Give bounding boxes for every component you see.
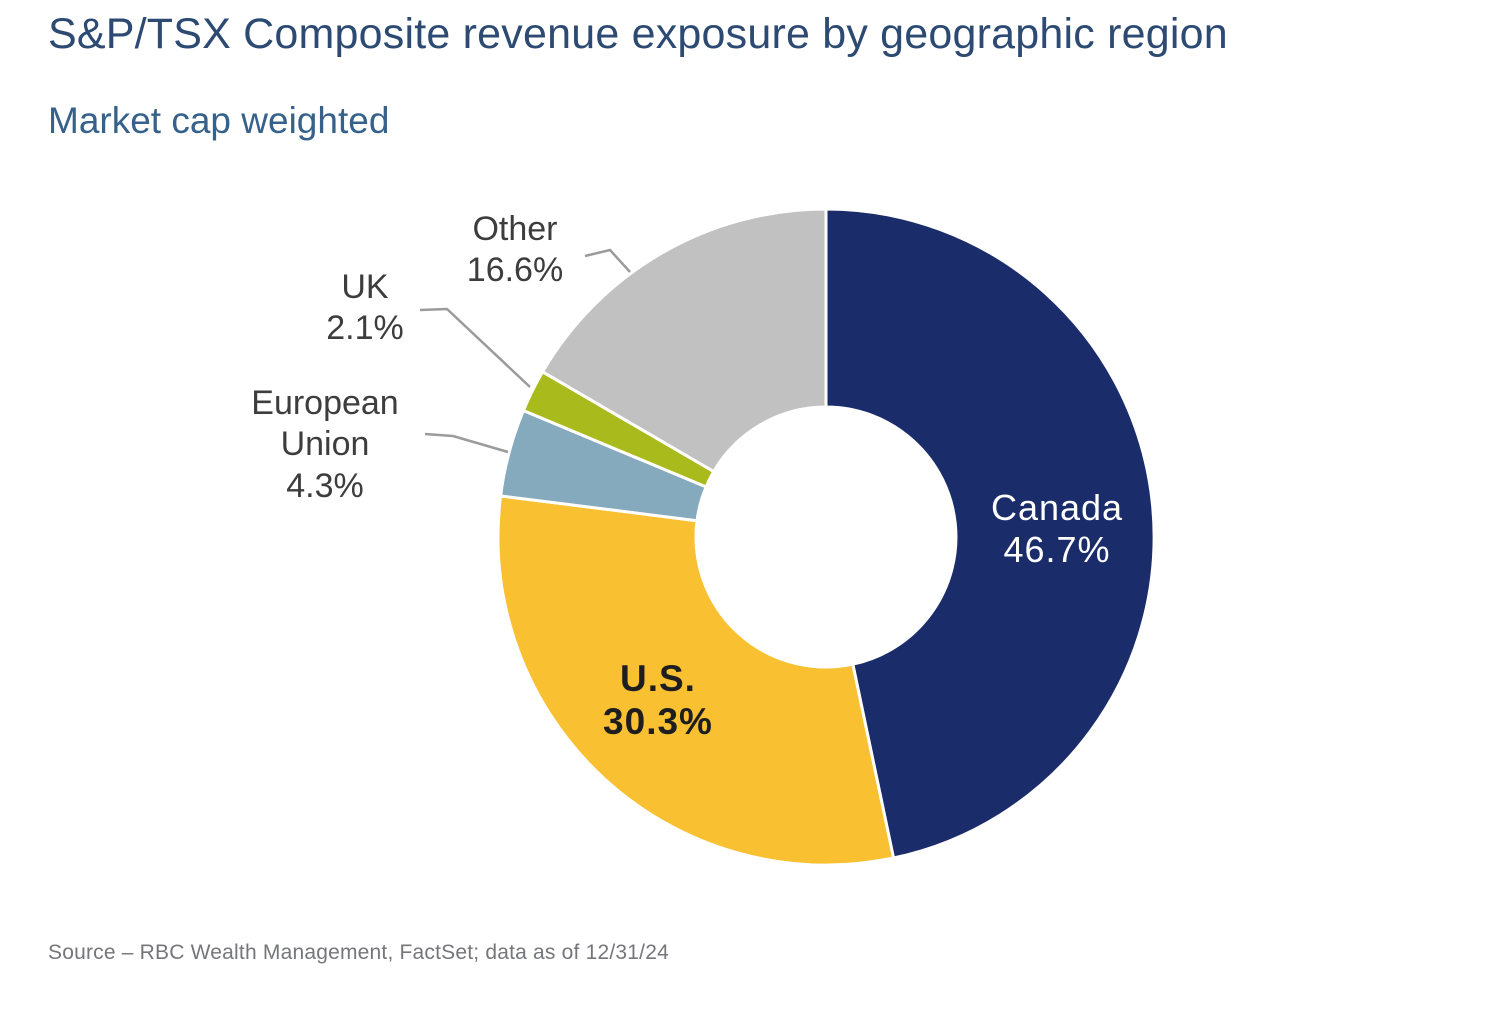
callout-other: Other 16.6% bbox=[467, 209, 563, 292]
slice-label-us: U.S. 30.3% bbox=[603, 657, 713, 744]
callout-european-union-label: European Union bbox=[251, 384, 399, 464]
chart-title: S&P/TSX Composite revenue exposure by ge… bbox=[48, 10, 1228, 58]
callout-european-union-value: 4.3% bbox=[286, 466, 364, 505]
leader-uk bbox=[419, 307, 531, 388]
slice-other bbox=[541, 207, 828, 473]
callout-uk-label: UK bbox=[341, 268, 389, 306]
leader-european-union bbox=[424, 432, 509, 454]
slice-label-us-value: 30.3% bbox=[603, 701, 713, 743]
chart-subtitle: Market cap weighted bbox=[48, 100, 390, 141]
callout-other-label: Other bbox=[472, 210, 558, 248]
slice-label-canada-name: Canada bbox=[990, 487, 1124, 528]
source-note: Source – RBC Wealth Management, FactSet;… bbox=[48, 941, 669, 964]
callout-european-union: European Union 4.3% bbox=[228, 383, 423, 507]
slice-canada bbox=[824, 207, 1156, 860]
slice-label-canada-value: 46.7% bbox=[1003, 529, 1111, 571]
callout-uk: UK 2.1% bbox=[326, 267, 404, 350]
callout-uk-value: 2.1% bbox=[326, 309, 404, 348]
callout-other-value: 16.6% bbox=[466, 251, 564, 290]
leader-other bbox=[584, 248, 631, 273]
slice-label-canada: Canada 46.7% bbox=[991, 487, 1123, 571]
slice-label-us-name: U.S. bbox=[620, 658, 696, 699]
slice-us bbox=[496, 494, 895, 867]
